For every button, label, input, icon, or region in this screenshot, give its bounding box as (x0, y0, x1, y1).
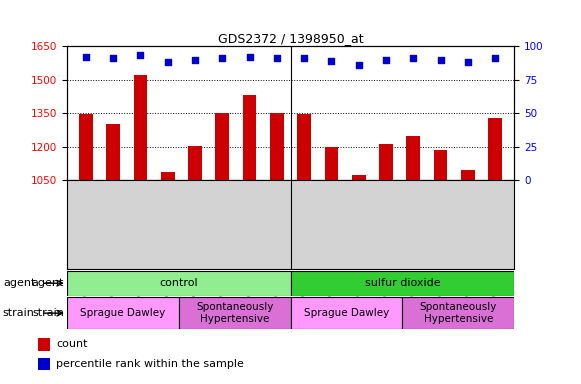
Bar (407, 136, 420, 180)
Text: strain: strain (32, 308, 64, 318)
Point (381, 56, 390, 63)
Bar (297, 114, 311, 180)
Point (354, 62, 363, 68)
Text: agent: agent (31, 278, 64, 288)
Bar (79, 114, 93, 180)
Point (272, 55, 282, 61)
Point (436, 56, 445, 63)
Bar (188, 146, 202, 180)
Text: sulfur dioxide: sulfur dioxide (364, 278, 440, 288)
Bar (325, 147, 338, 180)
Point (218, 55, 227, 61)
Text: percentile rank within the sample: percentile rank within the sample (56, 359, 244, 369)
Text: Spontaneously
Hypertensive: Spontaneously Hypertensive (196, 302, 273, 324)
Bar (38, 358, 50, 370)
Bar (433, 150, 447, 180)
Bar (488, 118, 502, 180)
Text: count: count (56, 339, 88, 349)
Point (245, 54, 254, 60)
Point (163, 59, 173, 65)
Bar (352, 175, 365, 180)
Point (136, 53, 145, 59)
Text: Sprague Dawley: Sprague Dawley (80, 308, 166, 318)
Text: strain: strain (3, 308, 35, 318)
Point (191, 56, 200, 63)
Title: GDS2372 / 1398950_at: GDS2372 / 1398950_at (218, 32, 363, 45)
Bar (161, 172, 174, 180)
Bar (290, 271, 514, 296)
Point (490, 55, 500, 61)
Bar (379, 144, 393, 180)
Point (81, 54, 91, 60)
Bar (179, 297, 290, 329)
Text: Spontaneously
Hypertensive: Spontaneously Hypertensive (419, 302, 497, 324)
Bar (134, 75, 148, 180)
Point (327, 58, 336, 64)
Bar (243, 95, 256, 180)
Text: agent: agent (3, 278, 35, 288)
Point (109, 55, 118, 61)
Bar (270, 113, 284, 180)
Text: Sprague Dawley: Sprague Dawley (304, 308, 389, 318)
Bar (67, 271, 290, 296)
Bar (106, 124, 120, 180)
Bar (290, 297, 403, 329)
Point (408, 55, 418, 61)
Bar (461, 170, 475, 180)
Point (463, 59, 472, 65)
Bar (67, 297, 179, 329)
Text: control: control (159, 278, 198, 288)
Bar (38, 338, 50, 351)
Bar (403, 297, 514, 329)
Point (299, 55, 309, 61)
Bar (216, 113, 229, 180)
